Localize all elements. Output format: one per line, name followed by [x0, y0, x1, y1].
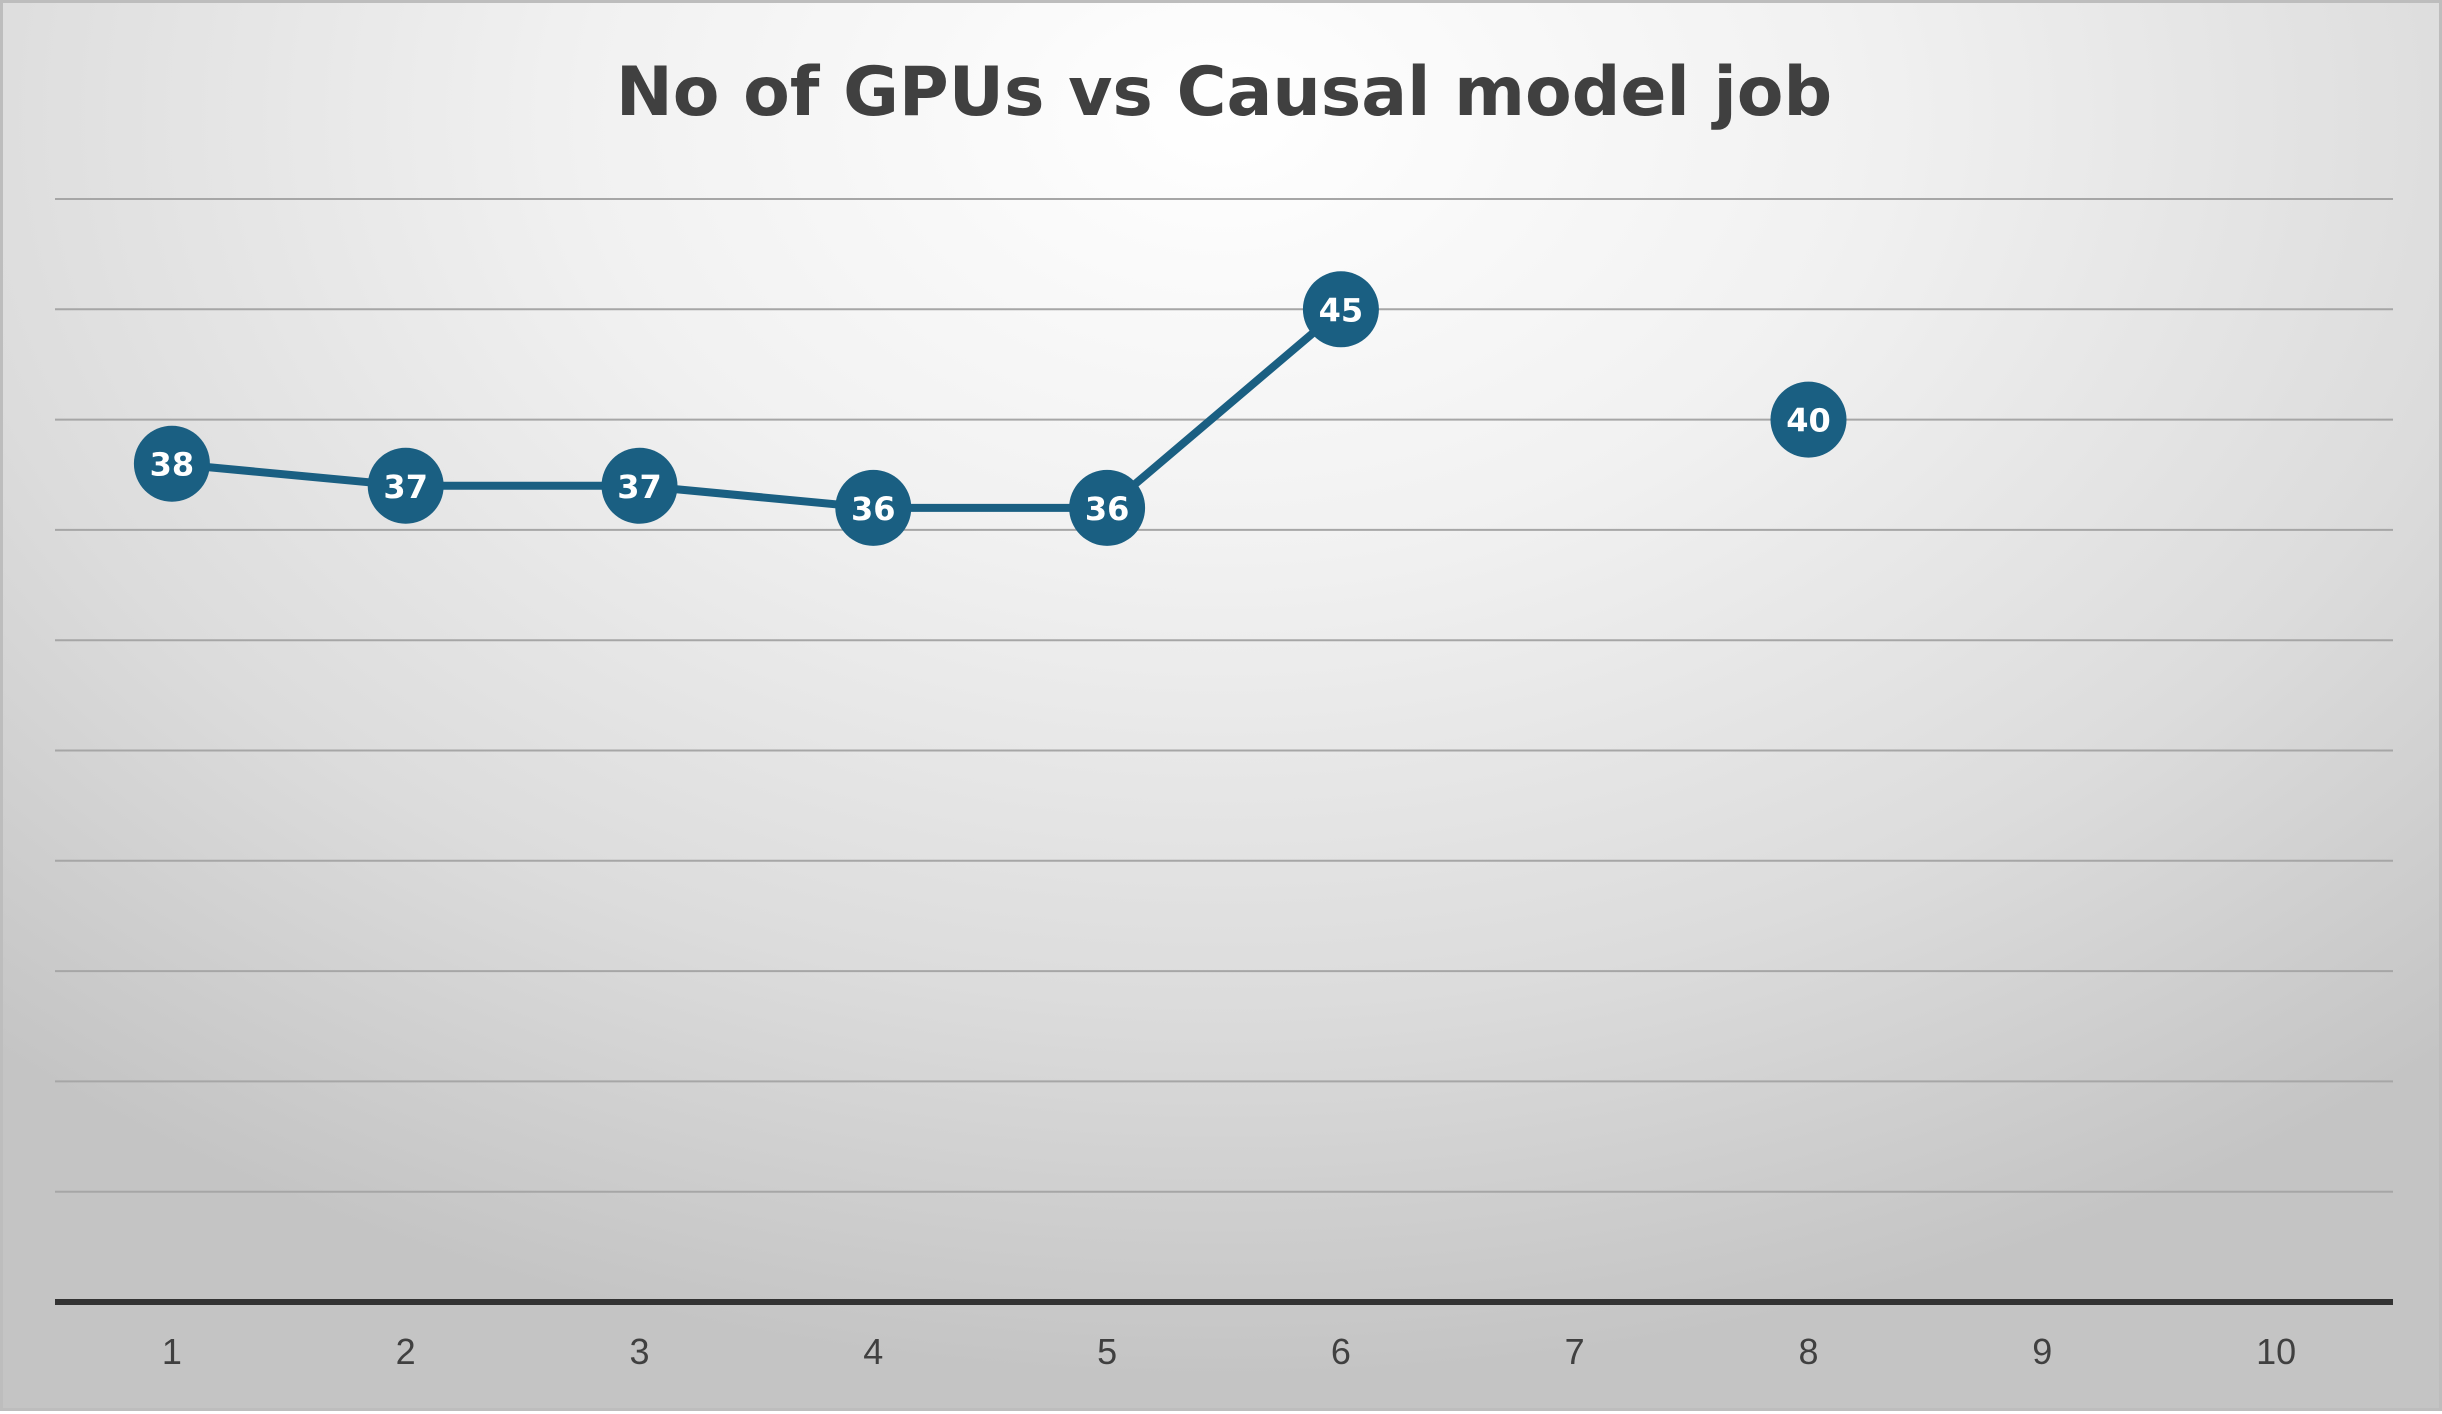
data-point-marker [1069, 469, 1146, 546]
series-line-segment [167, 305, 1345, 512]
x-tick-label: 1 [162, 1331, 182, 1372]
chart-title: No of GPUs vs Causal model job [616, 53, 1832, 132]
data-label: 36 [851, 490, 896, 528]
data-point-marker [601, 447, 678, 524]
data-point-marker [1302, 271, 1379, 348]
gridlines [55, 198, 2393, 1193]
data-label: 40 [1786, 402, 1831, 440]
x-tick-label: 4 [863, 1331, 883, 1372]
data-point-marker [1770, 381, 1847, 458]
x-axis: 1 2 3 4 5 6 7 8 9 10 [55, 1299, 2393, 1372]
series-line [167, 305, 1345, 512]
x-tick-label: 2 [396, 1331, 416, 1372]
data-label: 38 [150, 446, 195, 484]
data-label: 37 [617, 468, 662, 506]
data-label: 37 [383, 468, 428, 506]
x-tick-label: 8 [1798, 1331, 1818, 1372]
x-tick-label: 7 [1565, 1331, 1585, 1372]
x-tick-label: 9 [2032, 1331, 2052, 1372]
x-tick-label: 10 [2256, 1331, 2296, 1372]
x-tick-label: 3 [629, 1331, 649, 1372]
data-label: 36 [1085, 490, 1130, 528]
data-label: 45 [1319, 291, 1364, 329]
data-point-marker [367, 447, 444, 524]
data-point-marker [835, 469, 912, 546]
x-tick-label: 5 [1097, 1331, 1117, 1372]
data-point-marker [133, 425, 210, 502]
x-tick-label: 6 [1331, 1331, 1351, 1372]
data-markers: 38 37 37 36 36 45 40 [133, 271, 1847, 546]
